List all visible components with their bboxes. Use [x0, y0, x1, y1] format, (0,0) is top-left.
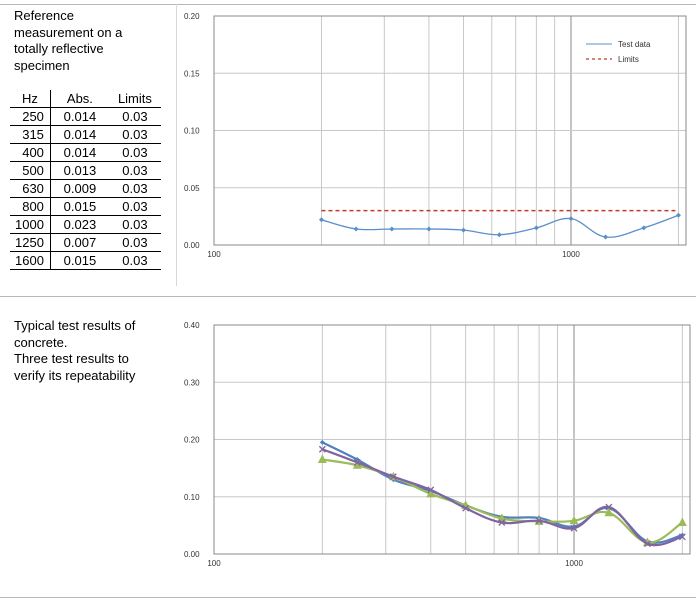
plot-border: [213, 324, 691, 555]
data-point: [605, 503, 613, 511]
header-abs: Abs.: [50, 90, 109, 108]
data-point: [535, 517, 543, 525]
y-tick-label: 0.10: [184, 127, 200, 136]
cell-hz: 1000: [10, 215, 51, 234]
concrete-chart: 0.00 0.10 0.20 0.30 0.40 100 1000: [184, 321, 691, 568]
y-tick-label: 0.20: [184, 436, 200, 445]
y-tick-label: 0.30: [184, 378, 200, 387]
cell-abs: 0.023: [50, 215, 109, 234]
cell-abs: 0.015: [50, 251, 109, 270]
series-line: [322, 458, 683, 544]
data-point: [675, 212, 681, 218]
cell-limits: 0.03: [108, 161, 161, 180]
data-point: [318, 445, 326, 453]
cell-limits: 0.03: [108, 107, 161, 126]
cell-limits: 0.03: [108, 179, 161, 198]
cell-abs: 0.015: [50, 197, 109, 216]
table-row: 400 0.014 0.03: [10, 143, 161, 162]
legend-label: Test data: [618, 40, 651, 49]
data-point: [533, 225, 539, 231]
header-limits: Limits: [108, 90, 161, 108]
top-divider: [0, 4, 696, 5]
cell-abs: 0.009: [50, 179, 109, 198]
data-point: [678, 533, 686, 541]
data-point: [571, 524, 577, 530]
cell-hz: 315: [10, 125, 51, 144]
y-tick-label: 0.40: [184, 321, 200, 330]
cell-limits: 0.03: [108, 125, 161, 144]
data-point: [498, 519, 506, 526]
data-point: [426, 226, 432, 232]
cell-limits: 0.03: [108, 233, 161, 252]
legend-label: Limits: [618, 55, 639, 64]
data-point: [569, 515, 579, 525]
table-row: 800 0.015 0.03: [10, 197, 161, 216]
cell-limits: 0.03: [108, 143, 161, 162]
data-point: [352, 460, 362, 469]
y-tick-label: 0.00: [184, 550, 200, 559]
cell-hz: 630: [10, 179, 51, 198]
middle-divider: [0, 296, 696, 297]
data-point: [603, 234, 609, 240]
table-row: 500 0.013 0.03: [10, 161, 161, 180]
data-point: [604, 507, 614, 517]
y-tick-label: 0.20: [184, 12, 200, 21]
reference-table: Hz Abs. Limits 250 0.014 0.03 315 0.014 0.03 4…: [10, 90, 161, 270]
table-row: 250 0.014 0.03: [10, 107, 161, 126]
cell-hz: 250: [10, 107, 51, 126]
cell-abs: 0.014: [50, 107, 109, 126]
column-divider: [176, 4, 177, 286]
data-point: [461, 227, 467, 233]
data-point: [318, 217, 324, 223]
reference-caption: Reference measurement on a totally refle…: [14, 8, 123, 73]
data-point: [570, 524, 578, 532]
x-tick-label: 1000: [562, 250, 580, 259]
x-tick-label: 100: [207, 250, 221, 259]
data-point: [641, 225, 647, 231]
cell-limits: 0.03: [108, 215, 161, 234]
header-hz: Hz: [10, 90, 51, 108]
data-point: [462, 504, 470, 512]
reference-chart: 0.00 0.05 0.10 0.15 0.20 100 1000 Test data Limi…: [184, 12, 687, 259]
cell-hz: 1600: [10, 251, 51, 270]
y-tick-label: 0.10: [184, 493, 200, 502]
data-point: [389, 473, 397, 481]
cell-hz: 800: [10, 197, 51, 216]
y-tick-label: 0.15: [184, 69, 200, 78]
cell-hz: 1250: [10, 233, 51, 252]
plot-border: [213, 15, 687, 246]
data-point: [319, 439, 325, 445]
table-row: 1000 0.023 0.03: [10, 215, 161, 234]
cell-abs: 0.013: [50, 161, 109, 180]
cell-limits: 0.03: [108, 197, 161, 216]
y-tick-label: 0.00: [184, 241, 200, 250]
table-header-row: Hz Abs. Limits: [10, 90, 161, 108]
table-row: 315 0.014 0.03: [10, 125, 161, 144]
table-row: 1600 0.015 0.03: [10, 251, 161, 270]
data-point: [427, 486, 435, 494]
bottom-divider: [0, 597, 696, 598]
cell-hz: 400: [10, 143, 51, 162]
data-point: [677, 517, 687, 527]
cell-hz: 500: [10, 161, 51, 180]
cell-abs: 0.014: [50, 125, 109, 144]
y-tick-label: 0.05: [184, 184, 200, 193]
x-tick-label: 100: [207, 559, 221, 568]
data-point: [496, 232, 502, 238]
cell-abs: 0.014: [50, 143, 109, 162]
cell-limits: 0.03: [108, 251, 161, 270]
concrete-caption: Typical test results of concrete. Three …: [14, 318, 136, 383]
cell-abs: 0.007: [50, 233, 109, 252]
data-point: [568, 216, 574, 222]
table-row: 1250 0.007 0.03: [10, 233, 161, 252]
data-point: [426, 488, 436, 498]
x-tick-label: 1000: [565, 559, 583, 568]
data-point: [389, 226, 395, 232]
table-row: 630 0.009 0.03: [10, 179, 161, 198]
data-point: [644, 540, 651, 548]
data-point: [353, 458, 361, 466]
data-point: [353, 226, 359, 232]
data-point: [317, 454, 327, 464]
